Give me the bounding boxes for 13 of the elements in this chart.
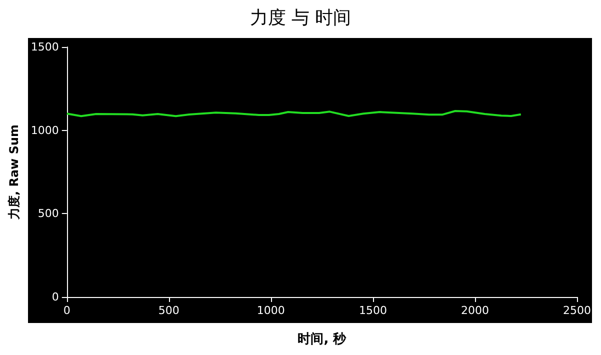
y-tick-label: 0 [52,290,59,304]
x-tick-label: 1000 [256,304,285,317]
x-tick-label: 0 [63,304,70,317]
x-tick-label: 1500 [358,304,387,317]
y-tick-label: 500 [38,207,59,220]
chart-title: 力度 与 时间 [250,8,352,28]
x-tick-label: 2000 [460,304,489,317]
y-tick-label: 1000 [30,124,59,137]
x-tick-label: 2500 [563,304,591,317]
y-tick-label: 1500 [30,40,59,54]
x-axis-title: 时间, 秒 [298,332,348,347]
y-axis-title: 力度, Raw Sum [7,124,21,221]
x-tick-label: 500 [158,304,180,317]
